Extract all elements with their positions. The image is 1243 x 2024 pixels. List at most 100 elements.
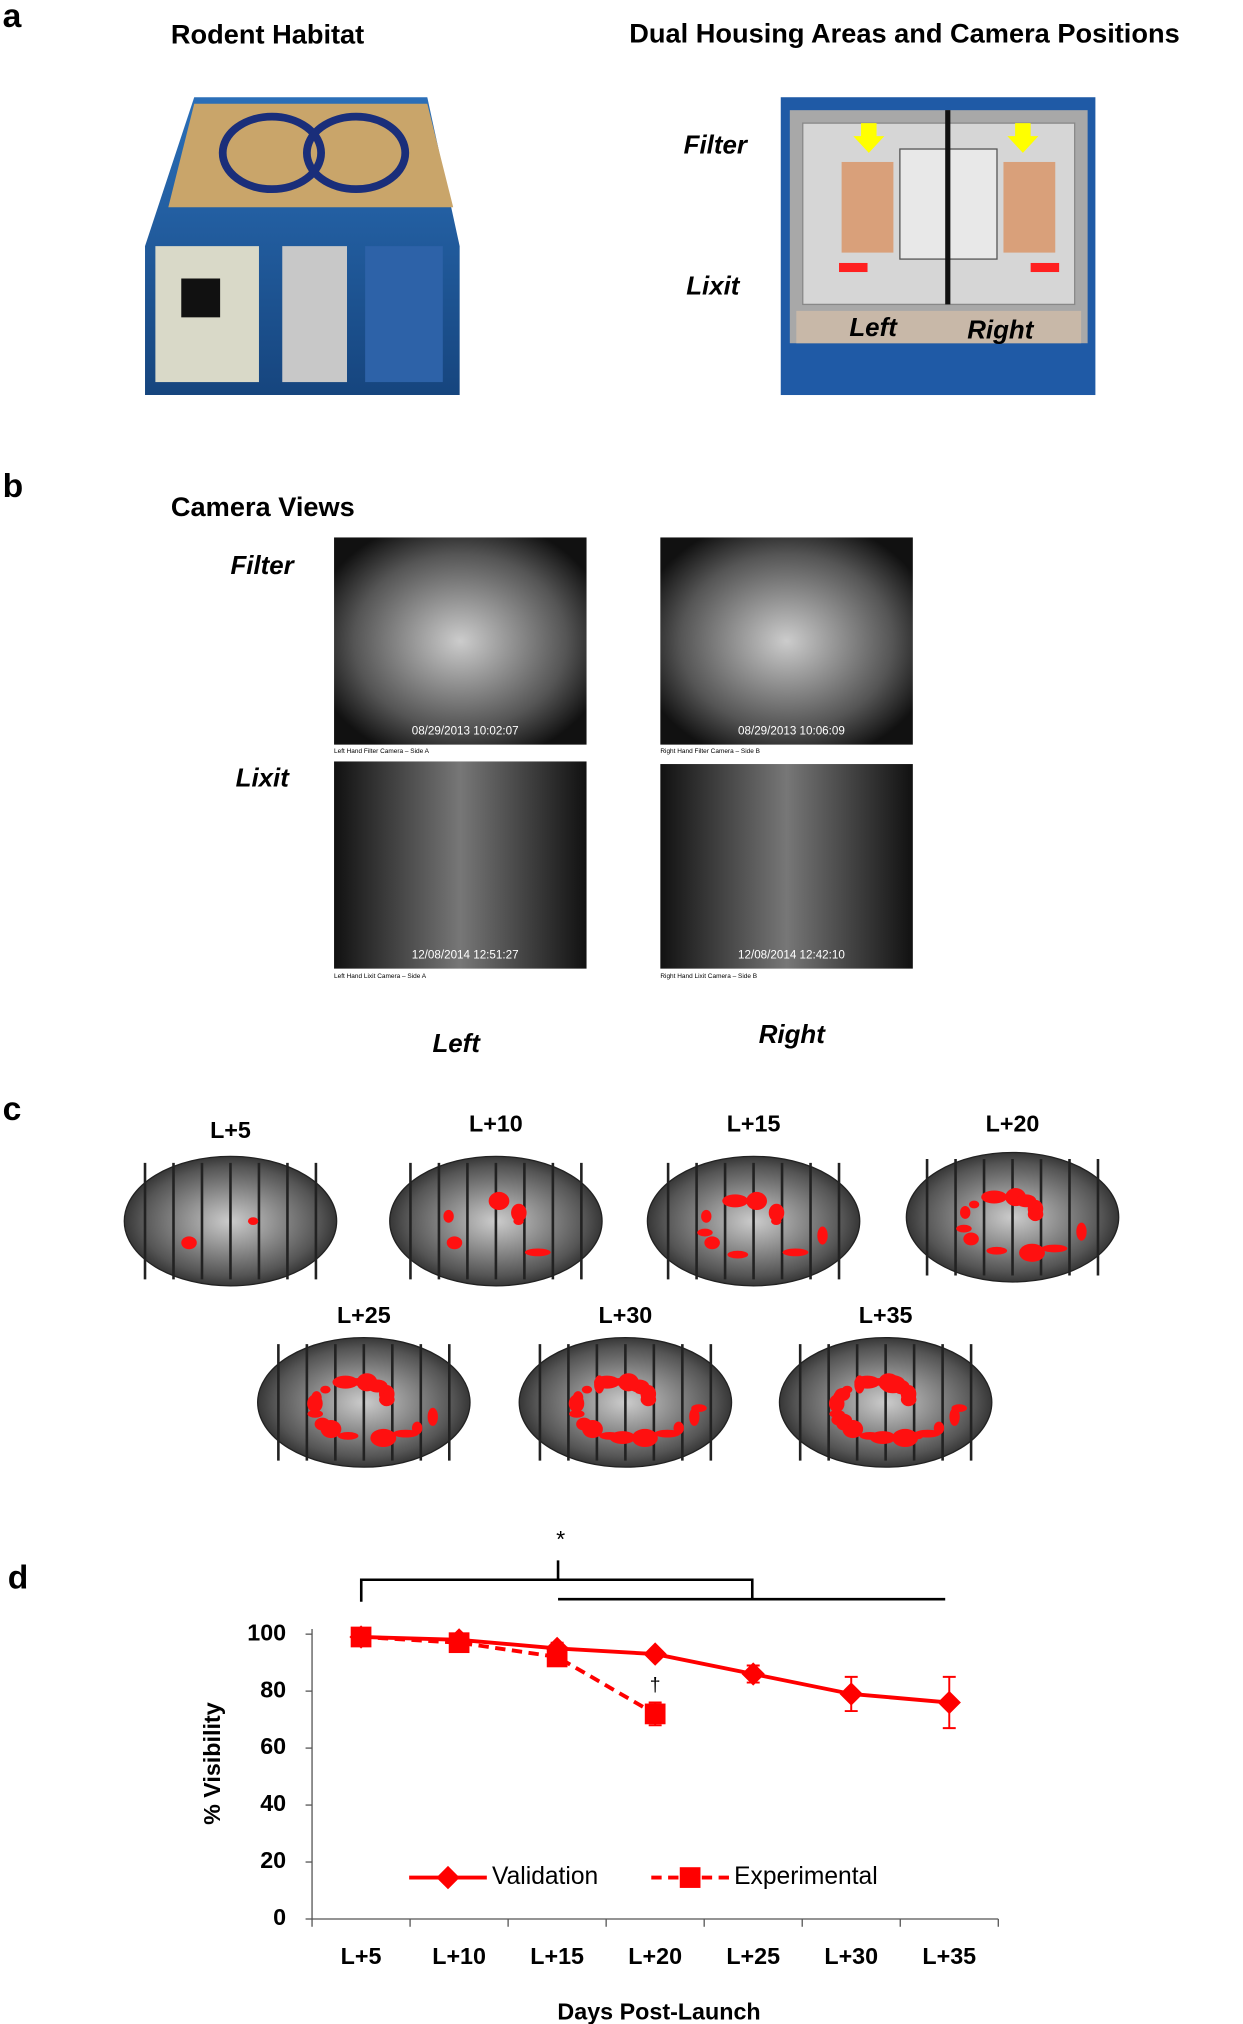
x-tick-label: L+10: [432, 1943, 486, 1969]
caption: Right Hand Filter Camera – Side B: [660, 748, 760, 755]
y-tick-label: 0: [273, 1904, 286, 1930]
x-tick-label: L+35: [922, 1943, 976, 1969]
red-region: [446, 1236, 463, 1250]
y-axis-label: % Visibility: [199, 1702, 225, 1825]
y-tick-label: 80: [260, 1676, 286, 1702]
red-region: [443, 1209, 454, 1223]
y-tick-label: 20: [260, 1847, 286, 1873]
chart: 0 20 40 60 80 100 L+5 L+10 L+15 L+20 L+25 L+30 L+35 D…: [199, 1526, 999, 2024]
photo-label: Filter: [684, 131, 749, 159]
red-region: [337, 1432, 359, 1440]
data-point: [937, 1690, 961, 1715]
legend-label: Experimental: [734, 1863, 878, 1890]
red-region: [640, 1393, 657, 1406]
legend-marker: [679, 1867, 701, 1888]
red-region: [607, 1377, 634, 1386]
red-region: [307, 1394, 323, 1413]
housing-photo: [780, 97, 1096, 396]
red-region: [727, 1250, 749, 1259]
red-region: [379, 1393, 395, 1406]
timestamp: 12/08/2014 12:42:10: [738, 949, 845, 962]
red-region: [673, 1421, 684, 1435]
data-point: [644, 1703, 666, 1725]
day-label: L+5: [210, 1117, 251, 1143]
day-label: L+25: [337, 1302, 391, 1328]
timestamp: 08/29/2013 10:02:07: [412, 725, 519, 738]
red-region: [488, 1191, 510, 1211]
red-region: [320, 1419, 342, 1439]
red-region: [524, 1248, 551, 1257]
habitat-photo: [145, 97, 460, 396]
panel-label: a: [3, 0, 22, 35]
red-region: [701, 1209, 712, 1223]
legend-marker: [436, 1865, 460, 1890]
x-tick-label: L+15: [530, 1943, 584, 1969]
annotation: *: [556, 1526, 565, 1552]
red-region: [879, 1375, 906, 1394]
column-label: Right: [759, 1021, 826, 1049]
caption: Right Hand Lixit Camera – Side B: [660, 973, 757, 980]
photo-label: Lixit: [686, 272, 741, 300]
red-region: [366, 1379, 388, 1393]
red-region: [568, 1394, 585, 1413]
red-region: [346, 1377, 373, 1386]
data-point: [546, 1646, 568, 1668]
photo-label: Right: [967, 316, 1034, 344]
red-region: [963, 1232, 979, 1246]
red-region: [817, 1226, 828, 1245]
camera-image: [334, 761, 587, 969]
camera-image: [660, 537, 913, 745]
red-region: [569, 1409, 585, 1418]
panel-label: c: [3, 1091, 22, 1128]
x-tick-label: L+25: [726, 1943, 780, 1969]
camera-image: [660, 764, 913, 969]
red-region: [968, 1200, 980, 1209]
red-region: [181, 1236, 197, 1250]
red-region: [411, 1421, 423, 1435]
x-tick-label: L+20: [628, 1943, 682, 1969]
red-region: [594, 1375, 605, 1394]
red-region: [933, 1421, 945, 1435]
red-region: [956, 1224, 972, 1233]
red-region: [834, 1388, 851, 1401]
red-region: [634, 1387, 656, 1395]
caption: Left Hand Lixit Camera – Side A: [334, 973, 427, 980]
x-axis-label: Days Post-Launch: [557, 1999, 760, 2024]
red-region: [722, 1194, 749, 1208]
red-region: [831, 1413, 853, 1427]
red-region: [689, 1407, 700, 1426]
column-label: Left: [432, 1030, 481, 1058]
annotation: †: [650, 1674, 661, 1696]
red-region: [1027, 1207, 1044, 1221]
legend-label: Validation: [492, 1863, 598, 1890]
data-point: [839, 1682, 863, 1706]
red-region: [913, 1431, 924, 1440]
red-region: [697, 1228, 713, 1237]
red-region: [951, 1404, 968, 1412]
day-label: L+30: [599, 1302, 653, 1328]
red-region: [900, 1393, 917, 1406]
red-region: [782, 1248, 809, 1257]
red-region: [892, 1428, 919, 1448]
red-region: [981, 1190, 1008, 1204]
y-tick-label: 60: [260, 1733, 286, 1759]
red-region: [654, 1429, 681, 1438]
panel-label: b: [3, 468, 24, 505]
row-label: Filter: [230, 552, 295, 580]
heatmap-row: L+5 L+10 L+15 L+20 L+25 L+30 L+35: [123, 1110, 1120, 1468]
red-region: [854, 1375, 865, 1394]
panel-title: Dual Housing Areas and Camera Positions: [629, 17, 1179, 48]
timestamp: 08/29/2013 10:06:09: [738, 725, 845, 738]
red-region: [869, 1431, 896, 1445]
red-region: [320, 1385, 331, 1394]
data-point: [448, 1632, 470, 1654]
red-region: [427, 1407, 438, 1426]
photo-label: Left: [849, 314, 898, 342]
red-region: [960, 1205, 971, 1219]
red-region: [949, 1407, 960, 1426]
red-region: [609, 1431, 636, 1445]
red-region: [307, 1409, 324, 1418]
day-label: L+10: [469, 1110, 523, 1136]
